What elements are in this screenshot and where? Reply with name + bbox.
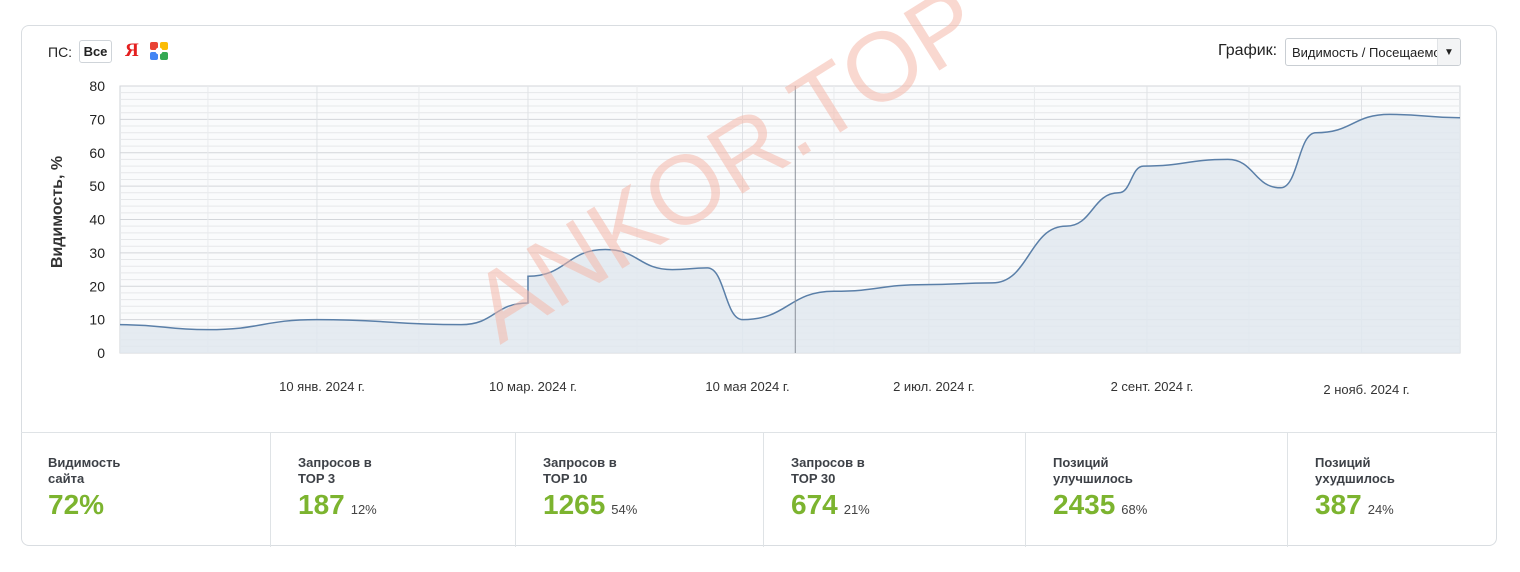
stat-label: Видимость сайта	[48, 455, 121, 486]
stats-panel: Видимость сайта 72% Запросов в TOP 3 187…	[21, 432, 1497, 547]
stat-label: Запросов в TOP 30	[791, 455, 865, 486]
x-tick-label: 2 июл. 2024 г.	[893, 379, 975, 394]
stat-label: Запросов в TOP 10	[543, 455, 617, 486]
graph-type-select[interactable]: Видимость / Посещаемость ▼	[1285, 38, 1461, 66]
x-tick-label: 10 мая 2024 г.	[705, 379, 789, 394]
stat-top30: Запросов в TOP 30 674 21%	[764, 433, 1026, 547]
y-tick-label: 80	[89, 78, 105, 94]
x-tick-label: 10 янв. 2024 г.	[279, 379, 365, 394]
x-tick-label: 2 сент. 2024 г.	[1111, 379, 1194, 394]
visibility-area	[120, 114, 1460, 354]
stat-improved: Позиций улучшилось 2435 68%	[1026, 433, 1288, 547]
graph-type-label: График:	[1218, 42, 1278, 59]
y-tick-label: 40	[89, 212, 105, 228]
y-tick-label: 20	[89, 278, 105, 294]
stat-number: 387	[1315, 489, 1362, 520]
stat-value: 387 24%	[1315, 489, 1394, 521]
stat-label: Позиций ухудшилось	[1315, 455, 1395, 486]
stat-number: 72%	[48, 489, 105, 520]
x-tick-label: 2 нояб. 2024 г.	[1323, 382, 1409, 397]
stat-site-visibility: Видимость сайта 72%	[21, 433, 271, 547]
stat-value: 674 21%	[791, 489, 870, 521]
y-axis-label: Видимость, %	[49, 156, 66, 268]
stat-label: Запросов в TOP 3	[298, 455, 372, 486]
x-tick-label: 10 мар. 2024 г.	[489, 379, 577, 394]
stat-label: Позиций улучшилось	[1053, 455, 1133, 486]
y-tick-label: 60	[89, 145, 105, 161]
y-tick-label: 70	[89, 111, 105, 127]
visibility-chart: 0 10 20 30 40 50 60 70 80 10 янв. 2024 г. 10 мар. …	[49, 0, 1461, 397]
visibility-line	[119, 113, 1461, 331]
chevron-down-icon: ▼	[1437, 39, 1460, 65]
stat-value: 2435 68%	[1053, 489, 1147, 521]
stat-number: 674	[791, 489, 838, 520]
all-engines-button[interactable]: Все	[79, 40, 112, 63]
stat-number: 2435	[1053, 489, 1116, 520]
search-engine-label: ПС:	[48, 44, 73, 60]
stat-percent: 68%	[1121, 502, 1148, 517]
stat-value: 187 12%	[298, 489, 377, 521]
stat-percent: 54%	[611, 502, 638, 517]
stat-worsened: Позиций ухудшилось 387 24%	[1288, 433, 1497, 547]
y-tick-label: 30	[89, 245, 105, 261]
stat-top3: Запросов в TOP 3 187 12%	[271, 433, 516, 547]
stat-percent: 21%	[843, 502, 870, 517]
y-tick-label: 50	[89, 178, 105, 194]
google-icon[interactable]	[150, 42, 168, 60]
stat-number: 1265	[543, 489, 606, 520]
y-tick-label: 0	[97, 345, 105, 361]
stat-value: 1265 54%	[543, 489, 637, 521]
stat-top10: Запросов в TOP 10 1265 54%	[516, 433, 764, 547]
stat-number: 187	[298, 489, 345, 520]
stat-percent: 12%	[350, 502, 377, 517]
yandex-icon[interactable]: Я	[125, 40, 139, 61]
y-tick-label: 10	[89, 312, 105, 328]
graph-type-value: Видимость / Посещаемость	[1292, 45, 1460, 60]
stat-value: 72%	[48, 489, 104, 521]
stat-percent: 24%	[1367, 502, 1394, 517]
